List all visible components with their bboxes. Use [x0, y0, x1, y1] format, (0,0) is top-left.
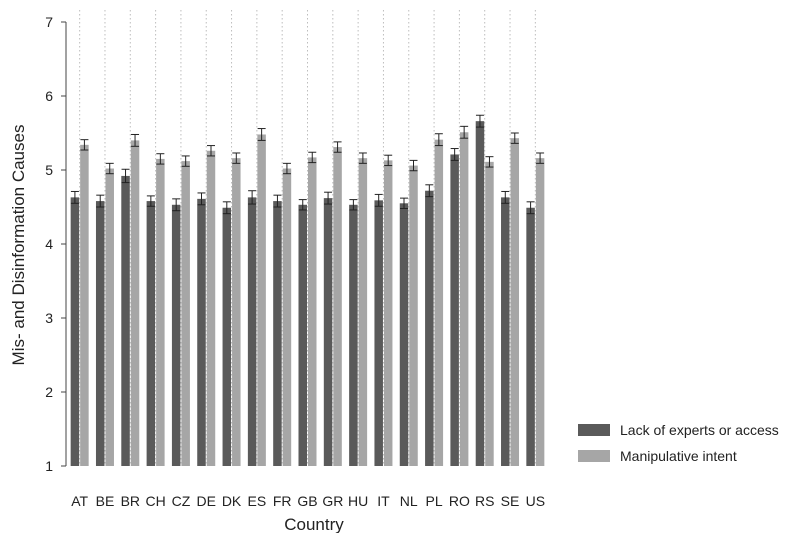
bar-us-0	[526, 207, 535, 467]
bar-cz-0	[171, 204, 181, 466]
x-tick-label: DK	[222, 493, 242, 509]
bars	[70, 121, 545, 467]
bar-fr-1	[282, 168, 292, 466]
bar-se-1	[510, 138, 520, 466]
x-tick-labels: AT BE BR CH CZ DE DK ES FR GB GR HU IT NL PL RO RS SE US	[71, 493, 545, 509]
bar-hu-0	[349, 204, 358, 466]
x-tick-label: ES	[248, 493, 267, 509]
x-tick-label: DE	[197, 493, 216, 509]
x-tick-label: SE	[501, 493, 520, 509]
bar-dk-1	[232, 158, 241, 466]
y-tick-label: 5	[45, 162, 53, 178]
x-tick-label: IT	[377, 493, 390, 509]
x-tick-label: BR	[121, 493, 140, 509]
legend: Lack of experts or access Manipulative i…	[578, 422, 779, 464]
bar-de-0	[197, 198, 206, 467]
bar-at-0	[70, 197, 80, 466]
y-tick-label: 4	[45, 236, 53, 252]
legend-label-manipulative-intent: Manipulative intent	[620, 448, 737, 464]
legend-swatch-manipulative-intent	[578, 450, 610, 462]
bar-hu-1	[358, 158, 368, 466]
bar-cz-1	[181, 161, 190, 466]
y-tick-label: 3	[45, 310, 53, 326]
bar-pl-1	[434, 139, 444, 466]
bar-ch-0	[146, 201, 156, 466]
legend-swatch-lack-of-experts	[578, 424, 610, 436]
x-tick-label: AT	[71, 493, 88, 509]
grid-lines	[79, 10, 536, 466]
y-tick-label: 1	[45, 458, 53, 474]
bar-dk-0	[222, 207, 232, 467]
x-tick-label: FR	[273, 493, 292, 509]
bar-it-1	[383, 160, 393, 466]
y-axis-title: Mis- and Disinformation Causes	[9, 125, 28, 366]
bar-gb-0	[298, 204, 307, 466]
error-bars	[70, 114, 545, 215]
bar-es-1	[257, 134, 266, 467]
bar-br-1	[130, 140, 140, 466]
bar-rs-0	[475, 121, 485, 466]
bar-ro-1	[459, 132, 469, 466]
bar-at-1	[80, 144, 89, 466]
y-tick-label: 7	[45, 14, 53, 30]
bar-rs-1	[485, 161, 494, 467]
x-tick-label: CZ	[172, 493, 191, 509]
bar-us-1	[535, 158, 545, 466]
y-axis: 1 2 3 4 5 6 7	[45, 14, 67, 474]
x-tick-label: RO	[449, 493, 470, 509]
x-tick-label: HU	[348, 493, 368, 509]
bar-ch-1	[156, 158, 165, 466]
x-tick-label: BE	[96, 493, 115, 509]
bar-de-1	[206, 150, 216, 466]
y-tick-label: 6	[45, 88, 53, 104]
bar-nl-0	[399, 203, 409, 467]
x-tick-label: RS	[475, 493, 494, 509]
bar-it-0	[374, 200, 383, 466]
bar-fr-0	[273, 201, 282, 466]
y-tick-label: 2	[45, 384, 53, 400]
bar-gb-1	[308, 157, 317, 467]
x-tick-label: GB	[297, 493, 317, 509]
bar-pl-0	[425, 190, 434, 466]
x-tick-label: CH	[145, 493, 165, 509]
bar-br-0	[121, 175, 130, 467]
bar-nl-1	[409, 165, 418, 466]
bar-ro-0	[450, 154, 459, 466]
bar-es-0	[247, 197, 257, 466]
legend-label-lack-of-experts: Lack of experts or access	[620, 422, 779, 438]
x-tick-label: US	[526, 493, 545, 509]
bar-be-1	[105, 168, 114, 466]
bar-gr-1	[333, 147, 342, 466]
bar-gr-0	[323, 198, 333, 466]
bar-be-0	[95, 201, 105, 466]
bar-se-0	[501, 197, 510, 466]
x-tick-label: PL	[426, 493, 443, 509]
x-axis-title: Country	[284, 515, 344, 533]
x-tick-label: NL	[400, 493, 418, 509]
x-tick-label: GR	[322, 493, 343, 509]
